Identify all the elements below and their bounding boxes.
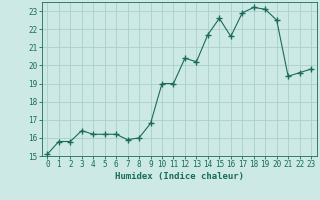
X-axis label: Humidex (Indice chaleur): Humidex (Indice chaleur) (115, 172, 244, 181)
